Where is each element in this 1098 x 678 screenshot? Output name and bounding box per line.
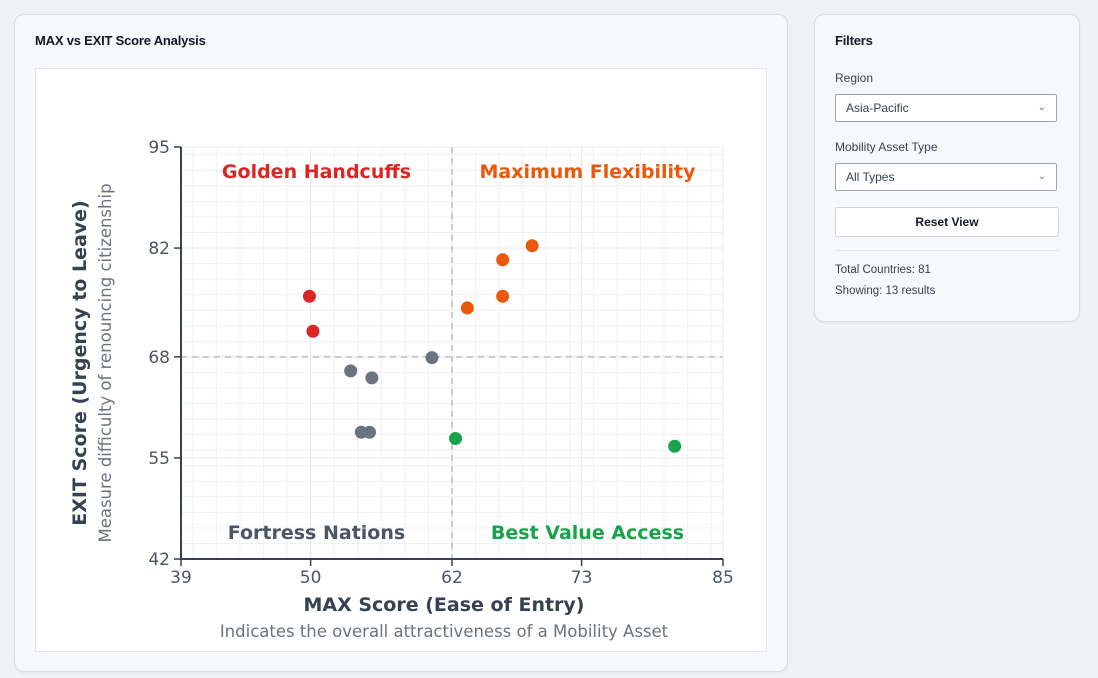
y-tick-label: 82: [148, 239, 170, 259]
showing-results-text: Showing: 13 results: [835, 285, 936, 297]
scatter-chart: 42 55 68 82 95 39 50 62 73 85 Golden Handcuffs Maxi…: [69, 138, 734, 641]
x-tick-label: 50: [300, 568, 322, 588]
data-point[interactable]: [525, 239, 539, 253]
data-point[interactable]: [306, 324, 320, 338]
x-tick-label: 39: [170, 568, 192, 588]
y-tick-label: 68: [148, 348, 170, 368]
data-point[interactable]: [344, 364, 358, 378]
data-point[interactable]: [496, 289, 510, 303]
asset-type-select-value: All Types: [846, 170, 895, 184]
divider: [835, 250, 1059, 251]
scatter-chart-frame: 42 55 68 82 95 39 50 62 73 85 Golden Handcuffs Maxi…: [35, 68, 767, 652]
region-select-value: Asia-Pacific: [846, 101, 909, 115]
x-axis-subtitle: Indicates the overall attractiveness of …: [220, 622, 669, 641]
y-tick-label: 42: [148, 550, 170, 570]
x-tick-label: 62: [441, 568, 463, 588]
data-point[interactable]: [496, 253, 510, 267]
x-tick-label: 85: [712, 568, 734, 588]
y-axis-title: EXIT Score (Urgency to Leave): [69, 200, 91, 525]
y-tick-label: 95: [148, 138, 170, 158]
reset-view-button[interactable]: Reset View: [835, 207, 1059, 237]
y-axis-subtitle: Measure difficulty of renouncing citizen…: [96, 183, 115, 542]
data-point[interactable]: [365, 371, 379, 385]
region-label: Region: [835, 71, 874, 85]
x-tick-label: 73: [571, 568, 593, 588]
asset-type-select[interactable]: All Types ⌄: [835, 163, 1057, 191]
x-axis-title: MAX Score (Ease of Entry): [303, 594, 584, 616]
data-point[interactable]: [449, 432, 463, 446]
asset-type-label: Mobility Asset Type: [835, 140, 938, 154]
chevron-down-icon: ⌄: [1037, 171, 1046, 182]
y-tick-label: 55: [148, 449, 170, 469]
quadrant-label: Best Value Access: [491, 522, 684, 544]
data-point[interactable]: [302, 289, 316, 303]
data-point[interactable]: [425, 351, 439, 365]
filters-title: Filters: [835, 33, 873, 48]
data-point[interactable]: [668, 439, 682, 453]
total-countries-text: Total Countries: 81: [835, 264, 931, 276]
chart-panel: MAX vs EXIT Score Analysis 42 55 68 82 95 39 5…: [14, 14, 788, 672]
quadrant-label: Golden Handcuffs: [222, 161, 411, 183]
region-select[interactable]: Asia-Pacific ⌄: [835, 94, 1057, 122]
quadrant-label: Maximum Flexibility: [480, 161, 697, 183]
filters-panel: Filters Region Asia-Pacific ⌄ Mobility A…: [814, 14, 1080, 322]
chart-panel-title: MAX vs EXIT Score Analysis: [35, 33, 206, 48]
data-point[interactable]: [363, 425, 377, 439]
chevron-down-icon: ⌄: [1037, 102, 1046, 113]
data-point[interactable]: [460, 301, 474, 315]
quadrant-label: Fortress Nations: [228, 522, 405, 544]
